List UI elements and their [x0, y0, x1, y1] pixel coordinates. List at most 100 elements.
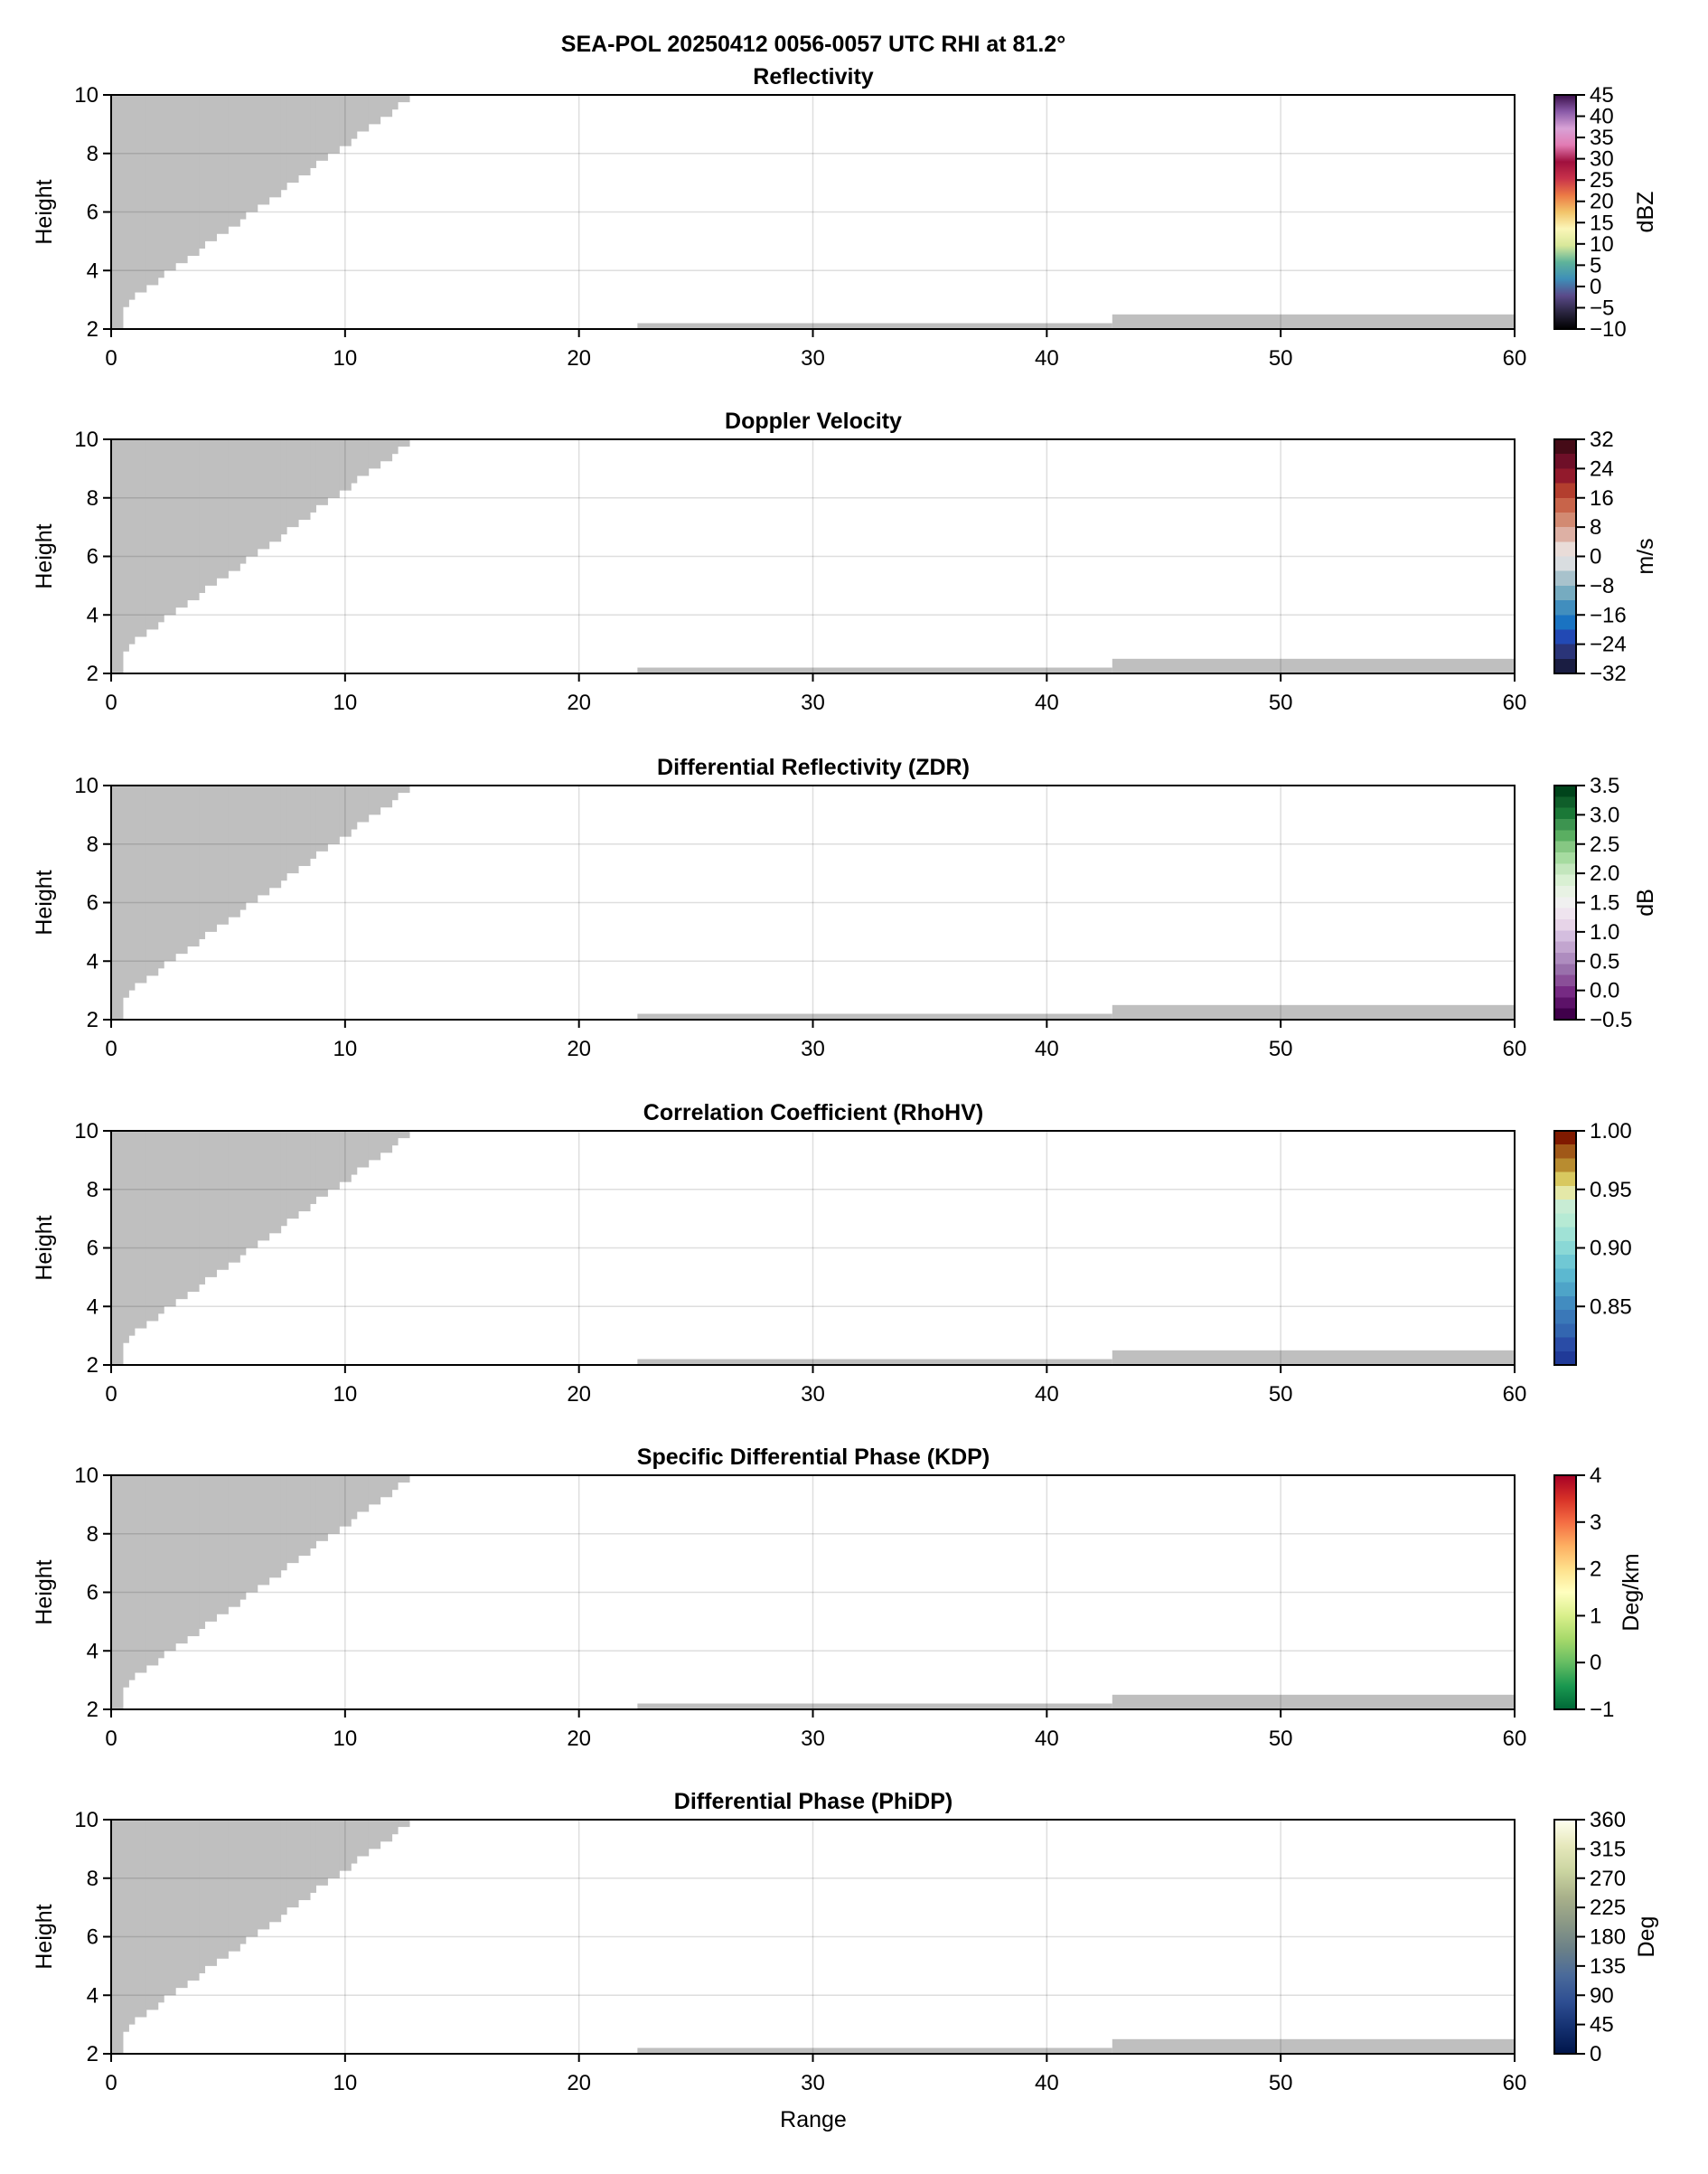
- no-data-mask-column: [145, 95, 159, 286]
- no-data-mask-column: [245, 95, 258, 212]
- colorbar-tick-label: 8: [1590, 515, 1601, 540]
- no-data-mask-column: [239, 1475, 247, 1600]
- no-data-mask-column: [175, 1131, 188, 1300]
- x-tick-label: 0: [105, 691, 117, 715]
- no-data-ground-strip: [1112, 1350, 1515, 1365]
- no-data-mask-column: [339, 786, 352, 837]
- no-data-mask-column: [204, 439, 217, 586]
- x-tick-label: 20: [567, 1382, 591, 1407]
- panel-title: Differential Phase (PhiDP): [674, 1789, 953, 1814]
- no-data-mask-column: [315, 1475, 328, 1541]
- x-tick-label: 50: [1269, 691, 1293, 715]
- no-data-mask-column: [257, 786, 270, 896]
- colorbar-tick-label: 0.85: [1590, 1294, 1632, 1319]
- no-data-mask-column: [122, 786, 129, 998]
- no-data-mask-column: [199, 786, 206, 939]
- no-data-mask-column: [398, 1131, 410, 1139]
- no-data-mask-column: [111, 1820, 124, 2054]
- no-data-mask-column: [286, 1475, 299, 1564]
- x-tick-label: 30: [801, 691, 825, 715]
- colorbar-tick-label: 32: [1590, 428, 1614, 452]
- no-data-ground-strip: [637, 323, 1112, 329]
- no-data-mask-column: [134, 95, 147, 293]
- no-data-mask-column: [380, 1820, 393, 1842]
- no-data-mask-column: [157, 1820, 164, 2003]
- y-tick-label: 2: [87, 1008, 99, 1032]
- colorbar: [1553, 785, 1577, 1021]
- no-data-mask-column: [298, 95, 311, 176]
- x-tick-label: 30: [801, 1727, 825, 1751]
- colorbar: [1553, 438, 1577, 674]
- no-data-mask-column: [157, 1475, 164, 1659]
- y-axis-label: Height: [32, 1559, 57, 1624]
- x-tick-label: 0: [105, 2071, 117, 2095]
- no-data-mask-column: [134, 1475, 147, 1673]
- x-tick-label: 10: [333, 1037, 357, 1061]
- colorbar: [1553, 94, 1577, 330]
- colorbar-tick-label: 3: [1590, 1511, 1601, 1535]
- y-tick-label: 10: [74, 1119, 99, 1143]
- x-tick-label: 50: [1269, 1037, 1293, 1061]
- colorbar-tick-label: 3.5: [1590, 774, 1619, 798]
- no-data-mask-column: [310, 1131, 316, 1204]
- no-data-mask-column: [310, 1820, 316, 1893]
- no-data-mask-column: [298, 1820, 311, 1901]
- panel-0: 0 10 20 30 40 50 60246810ReflectivityHeight−10…: [32, 64, 1658, 371]
- colorbar-tick-label: 35: [1590, 126, 1614, 150]
- no-data-mask-column: [380, 1475, 393, 1498]
- y-tick-label: 8: [87, 1522, 99, 1547]
- no-data-mask-column: [239, 786, 247, 910]
- colorbar-tick-label: 2.5: [1590, 833, 1619, 857]
- no-data-mask-column: [134, 1820, 147, 2018]
- colorbar-tick-label: 5: [1590, 253, 1601, 278]
- no-data-mask-column: [380, 95, 393, 118]
- no-data-mask-column: [245, 786, 258, 903]
- no-data-mask-column: [351, 1475, 358, 1520]
- no-data-ground-strip: [637, 1013, 1112, 1020]
- no-data-mask-column: [257, 1475, 270, 1586]
- no-data-mask-column: [164, 439, 176, 616]
- no-data-mask-column: [327, 439, 340, 498]
- no-data-mask-column: [310, 1475, 316, 1548]
- panel-2: 0 10 20 30 40 50 60 2 4 6 8 10 Differential Reflecti…: [32, 755, 1658, 1061]
- no-data-mask-column: [327, 1475, 340, 1534]
- no-data-mask-column: [298, 439, 311, 521]
- colorbar-tick-label: 30: [1590, 147, 1614, 172]
- no-data-mask-column: [164, 1131, 176, 1307]
- colorbar-tick-label: −5: [1590, 296, 1614, 320]
- no-data-ground-strip: [637, 2047, 1112, 2054]
- colorbar-tick-label: −24: [1590, 633, 1627, 657]
- no-data-mask-column: [391, 786, 399, 801]
- panel-title: Reflectivity: [753, 64, 873, 89]
- no-data-mask-column: [356, 95, 370, 132]
- no-data-mask-column: [164, 95, 176, 271]
- no-data-mask-column: [310, 95, 316, 168]
- colorbar-tick-label: 0.0: [1590, 979, 1619, 1003]
- no-data-mask-column: [298, 1131, 311, 1212]
- y-tick-label: 6: [87, 201, 99, 225]
- x-tick-label: 20: [567, 2071, 591, 2095]
- no-data-mask-column: [368, 95, 381, 125]
- colorbar-tick-label: 270: [1590, 1867, 1626, 1891]
- colorbar-tick-label: 360: [1590, 1808, 1626, 1832]
- no-data-mask-column: [257, 439, 270, 550]
- no-data-mask-column: [134, 786, 147, 983]
- colorbar: [1553, 1474, 1577, 1710]
- no-data-mask-column: [216, 439, 229, 579]
- no-data-mask-column: [368, 1131, 381, 1161]
- no-data-mask-column: [380, 1131, 393, 1153]
- no-data-mask-column: [245, 1820, 258, 1937]
- no-data-mask-column: [339, 1131, 352, 1182]
- no-data-mask-column: [145, 1475, 159, 1666]
- x-tick-label: 40: [1035, 346, 1059, 371]
- no-data-mask-column: [327, 786, 340, 844]
- colorbar-tick-label: 180: [1590, 1925, 1626, 1950]
- no-data-mask-column: [356, 439, 370, 476]
- no-data-ground-strip: [1112, 314, 1515, 329]
- no-data-mask-column: [327, 1820, 340, 1878]
- no-data-mask-column: [351, 1131, 358, 1175]
- colorbar-tick-label: 1.0: [1590, 920, 1619, 945]
- no-data-mask-column: [315, 439, 328, 505]
- no-data-mask-column: [128, 439, 136, 645]
- no-data-ground-strip: [1112, 1694, 1515, 1709]
